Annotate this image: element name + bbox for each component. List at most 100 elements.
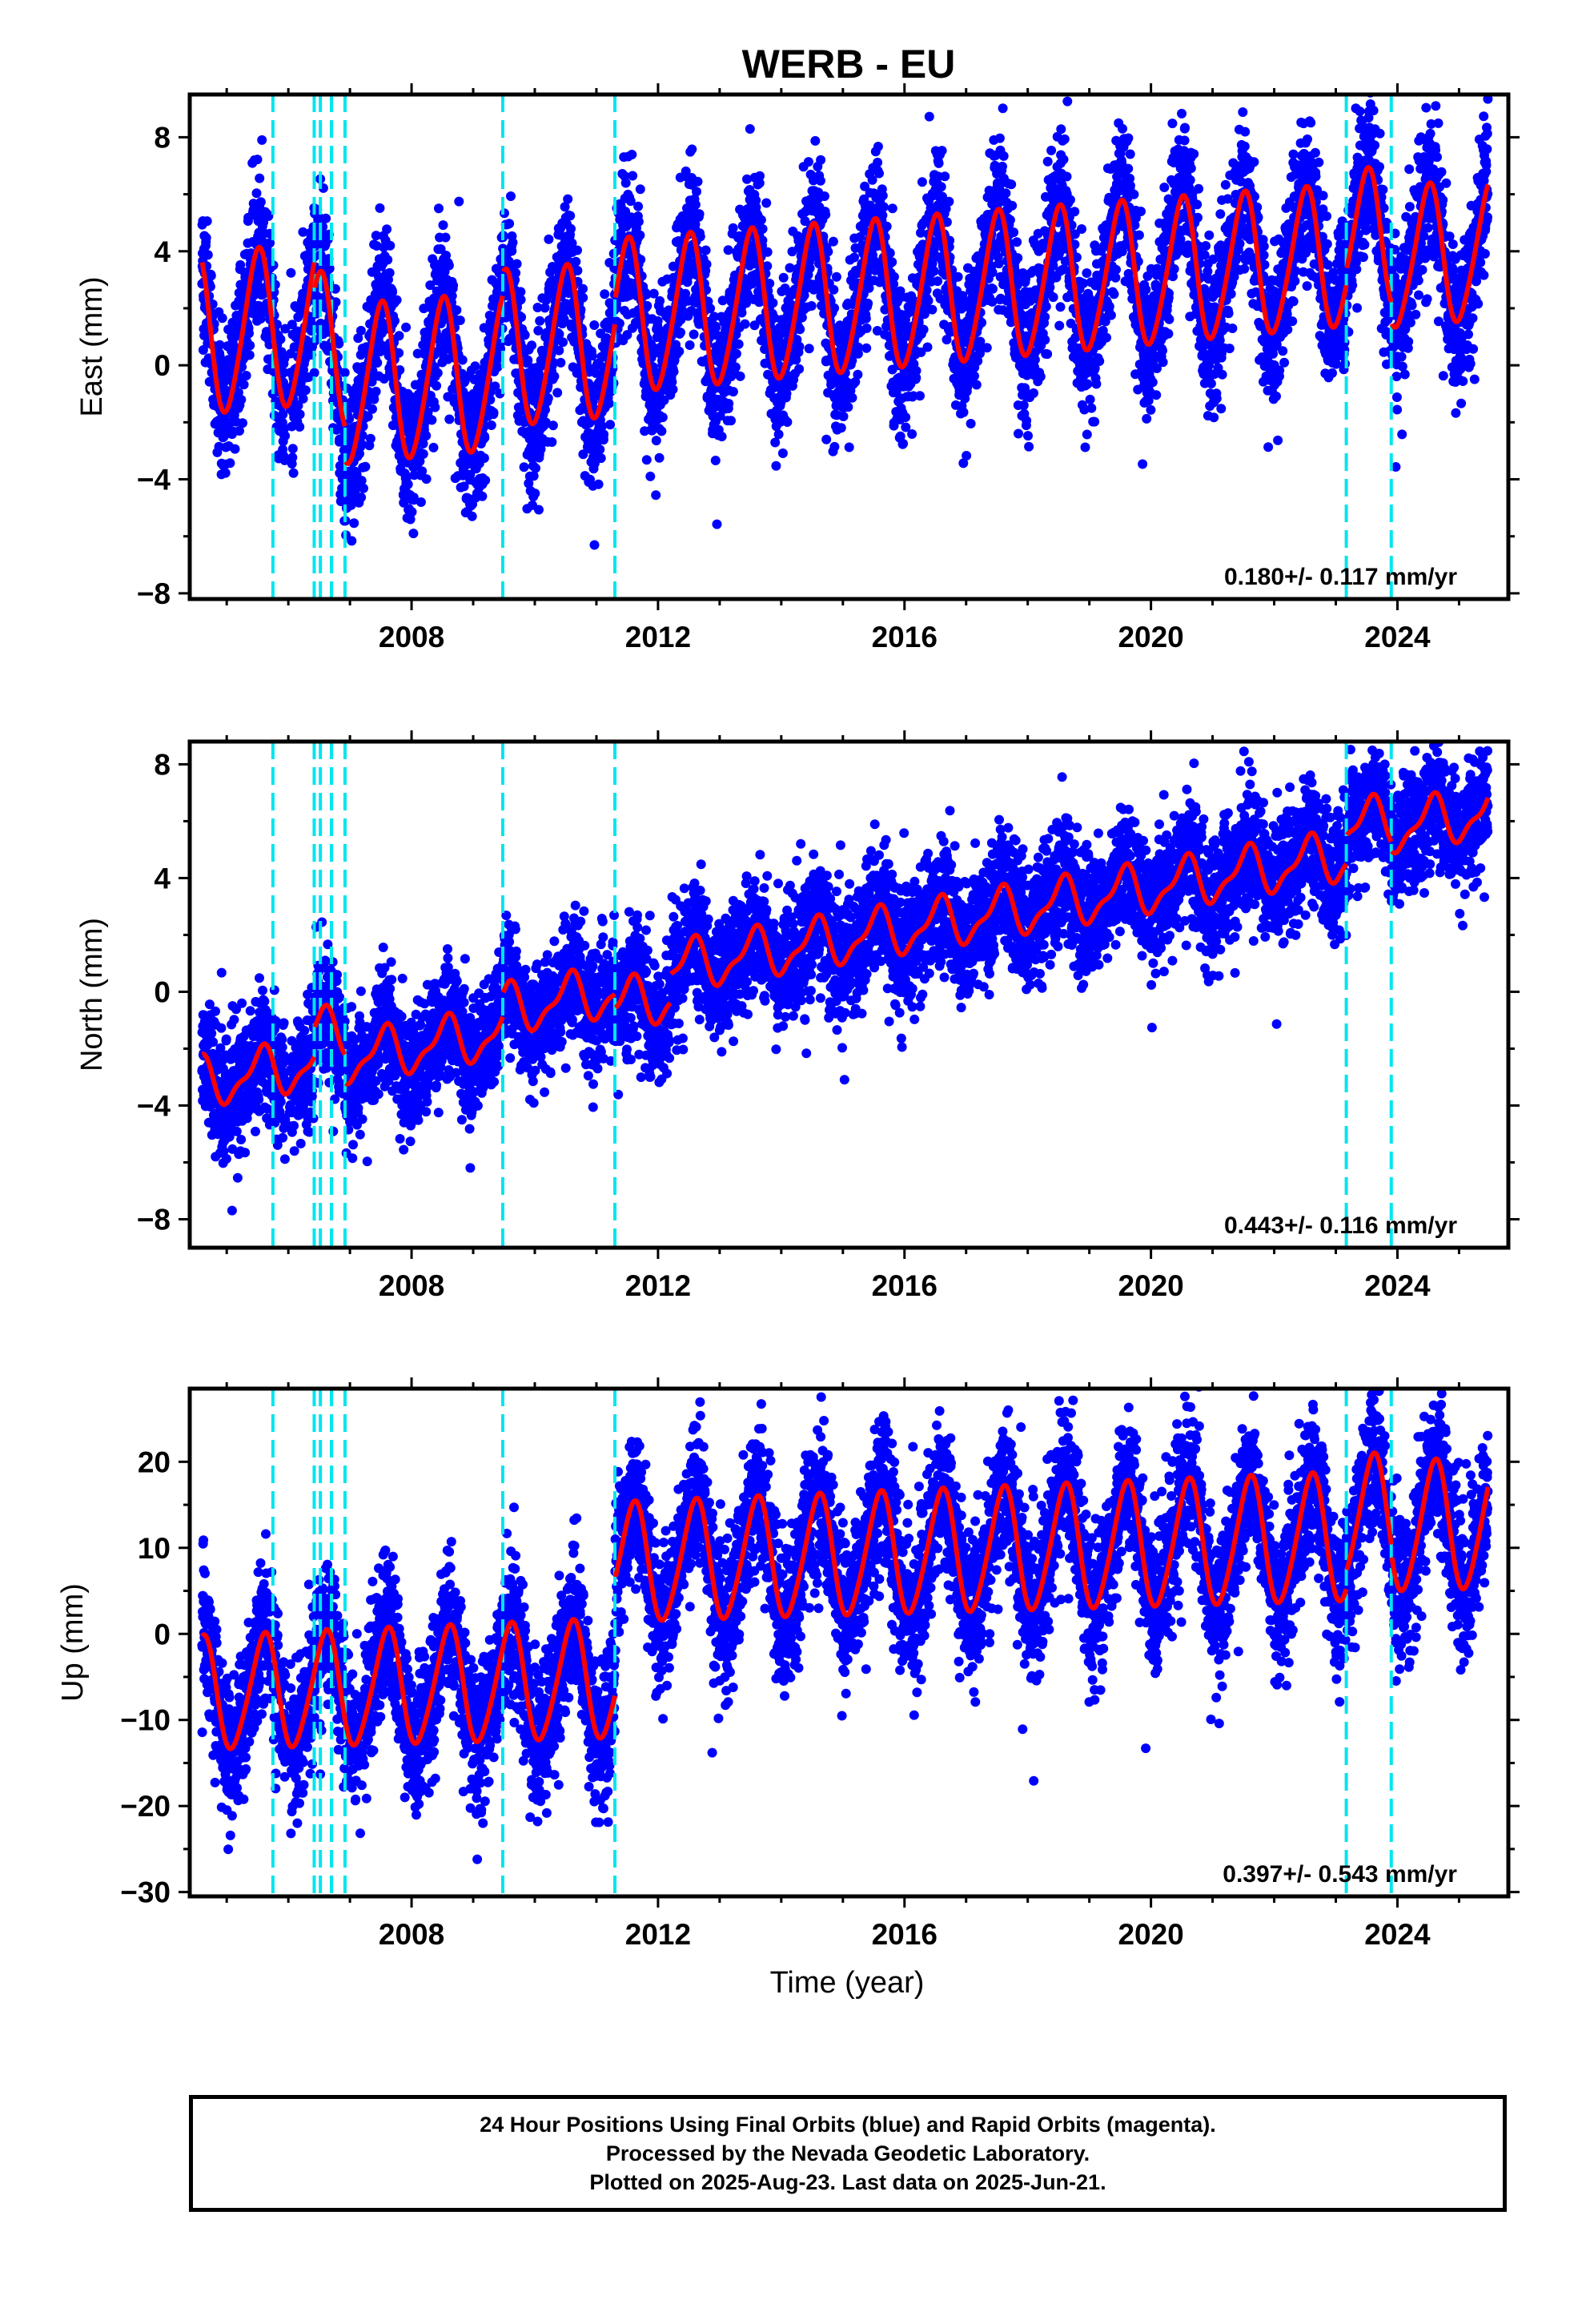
data-point — [367, 376, 377, 387]
plot-area-east — [197, 94, 1493, 599]
data-point — [324, 263, 335, 274]
data-point — [230, 444, 240, 454]
data-point — [507, 246, 517, 256]
data-point — [415, 456, 425, 466]
data-point — [298, 393, 308, 404]
data-point — [843, 402, 853, 412]
data-point — [540, 417, 551, 428]
data-point — [806, 301, 817, 311]
data-point — [836, 423, 846, 433]
data-point — [349, 518, 359, 529]
data-point — [356, 476, 367, 486]
data-point — [651, 490, 661, 501]
data-point — [918, 324, 929, 335]
data-point — [907, 429, 917, 439]
data-point — [773, 429, 784, 440]
data-point — [385, 240, 396, 251]
data-point — [873, 157, 883, 167]
data-point — [520, 330, 530, 340]
data-point — [768, 298, 778, 308]
data-point — [559, 314, 569, 324]
data-point — [1018, 400, 1029, 410]
data-point — [300, 385, 311, 396]
data-point — [508, 237, 518, 247]
data-point — [457, 355, 468, 365]
data-point — [589, 540, 600, 550]
data-point — [225, 458, 235, 468]
data-point — [543, 393, 553, 404]
data-point — [223, 324, 234, 335]
data-point — [676, 328, 685, 338]
data-point — [421, 431, 432, 440]
data-point — [202, 216, 212, 227]
data-point — [425, 280, 436, 291]
data-point — [440, 232, 451, 243]
data-point — [288, 468, 299, 478]
data-point — [933, 276, 943, 287]
x-axis-title: Time (year) — [770, 1966, 925, 2000]
data-point — [375, 203, 385, 213]
data-point — [512, 259, 522, 269]
data-point — [1041, 301, 1051, 312]
data-point — [755, 171, 765, 181]
data-point — [363, 412, 373, 422]
data-point — [1030, 355, 1040, 365]
data-point — [915, 391, 925, 401]
data-point — [287, 444, 298, 454]
data-point — [444, 260, 454, 271]
data-point — [668, 384, 678, 395]
data-point — [540, 404, 550, 415]
data-point — [214, 441, 224, 452]
data-point — [730, 362, 741, 372]
data-point — [669, 367, 679, 377]
data-point — [633, 216, 644, 227]
data-point — [600, 289, 610, 300]
data-point — [203, 250, 213, 260]
data-point — [877, 191, 888, 201]
data-point — [589, 320, 600, 330]
data-point — [994, 133, 1005, 143]
data-point — [506, 191, 516, 201]
data-point — [645, 471, 656, 481]
data-point — [465, 469, 476, 480]
data-point — [220, 468, 231, 478]
data-point — [934, 158, 944, 168]
data-point — [455, 316, 465, 325]
data-point — [287, 452, 298, 463]
data-point — [421, 474, 432, 485]
data-point — [861, 323, 872, 333]
data-point — [819, 191, 829, 201]
data-point — [881, 221, 892, 231]
data-point — [998, 151, 1009, 161]
data-point — [887, 257, 897, 267]
data-point — [829, 303, 840, 313]
data-point — [244, 328, 254, 339]
data-point — [531, 463, 540, 473]
data-point — [970, 371, 979, 381]
data-point — [382, 224, 392, 235]
data-point — [958, 407, 969, 417]
data-point — [279, 368, 289, 378]
data-point — [847, 392, 857, 403]
data-point — [821, 434, 832, 444]
data-point — [940, 171, 950, 182]
data-point — [479, 453, 489, 463]
data-point — [927, 304, 938, 315]
data-point — [578, 283, 588, 294]
data-point — [470, 361, 480, 372]
data-point — [1012, 237, 1022, 247]
data-point — [874, 168, 884, 179]
data-point — [924, 111, 934, 122]
data-point — [480, 432, 490, 443]
data-point — [694, 209, 705, 219]
data-point — [712, 519, 722, 529]
data-point — [558, 337, 568, 348]
data-point — [286, 267, 296, 278]
data-point — [293, 400, 303, 411]
data-point — [692, 187, 701, 197]
data-point — [357, 439, 367, 449]
data-point — [428, 442, 439, 452]
data-point — [355, 448, 364, 459]
data-point — [693, 176, 703, 187]
